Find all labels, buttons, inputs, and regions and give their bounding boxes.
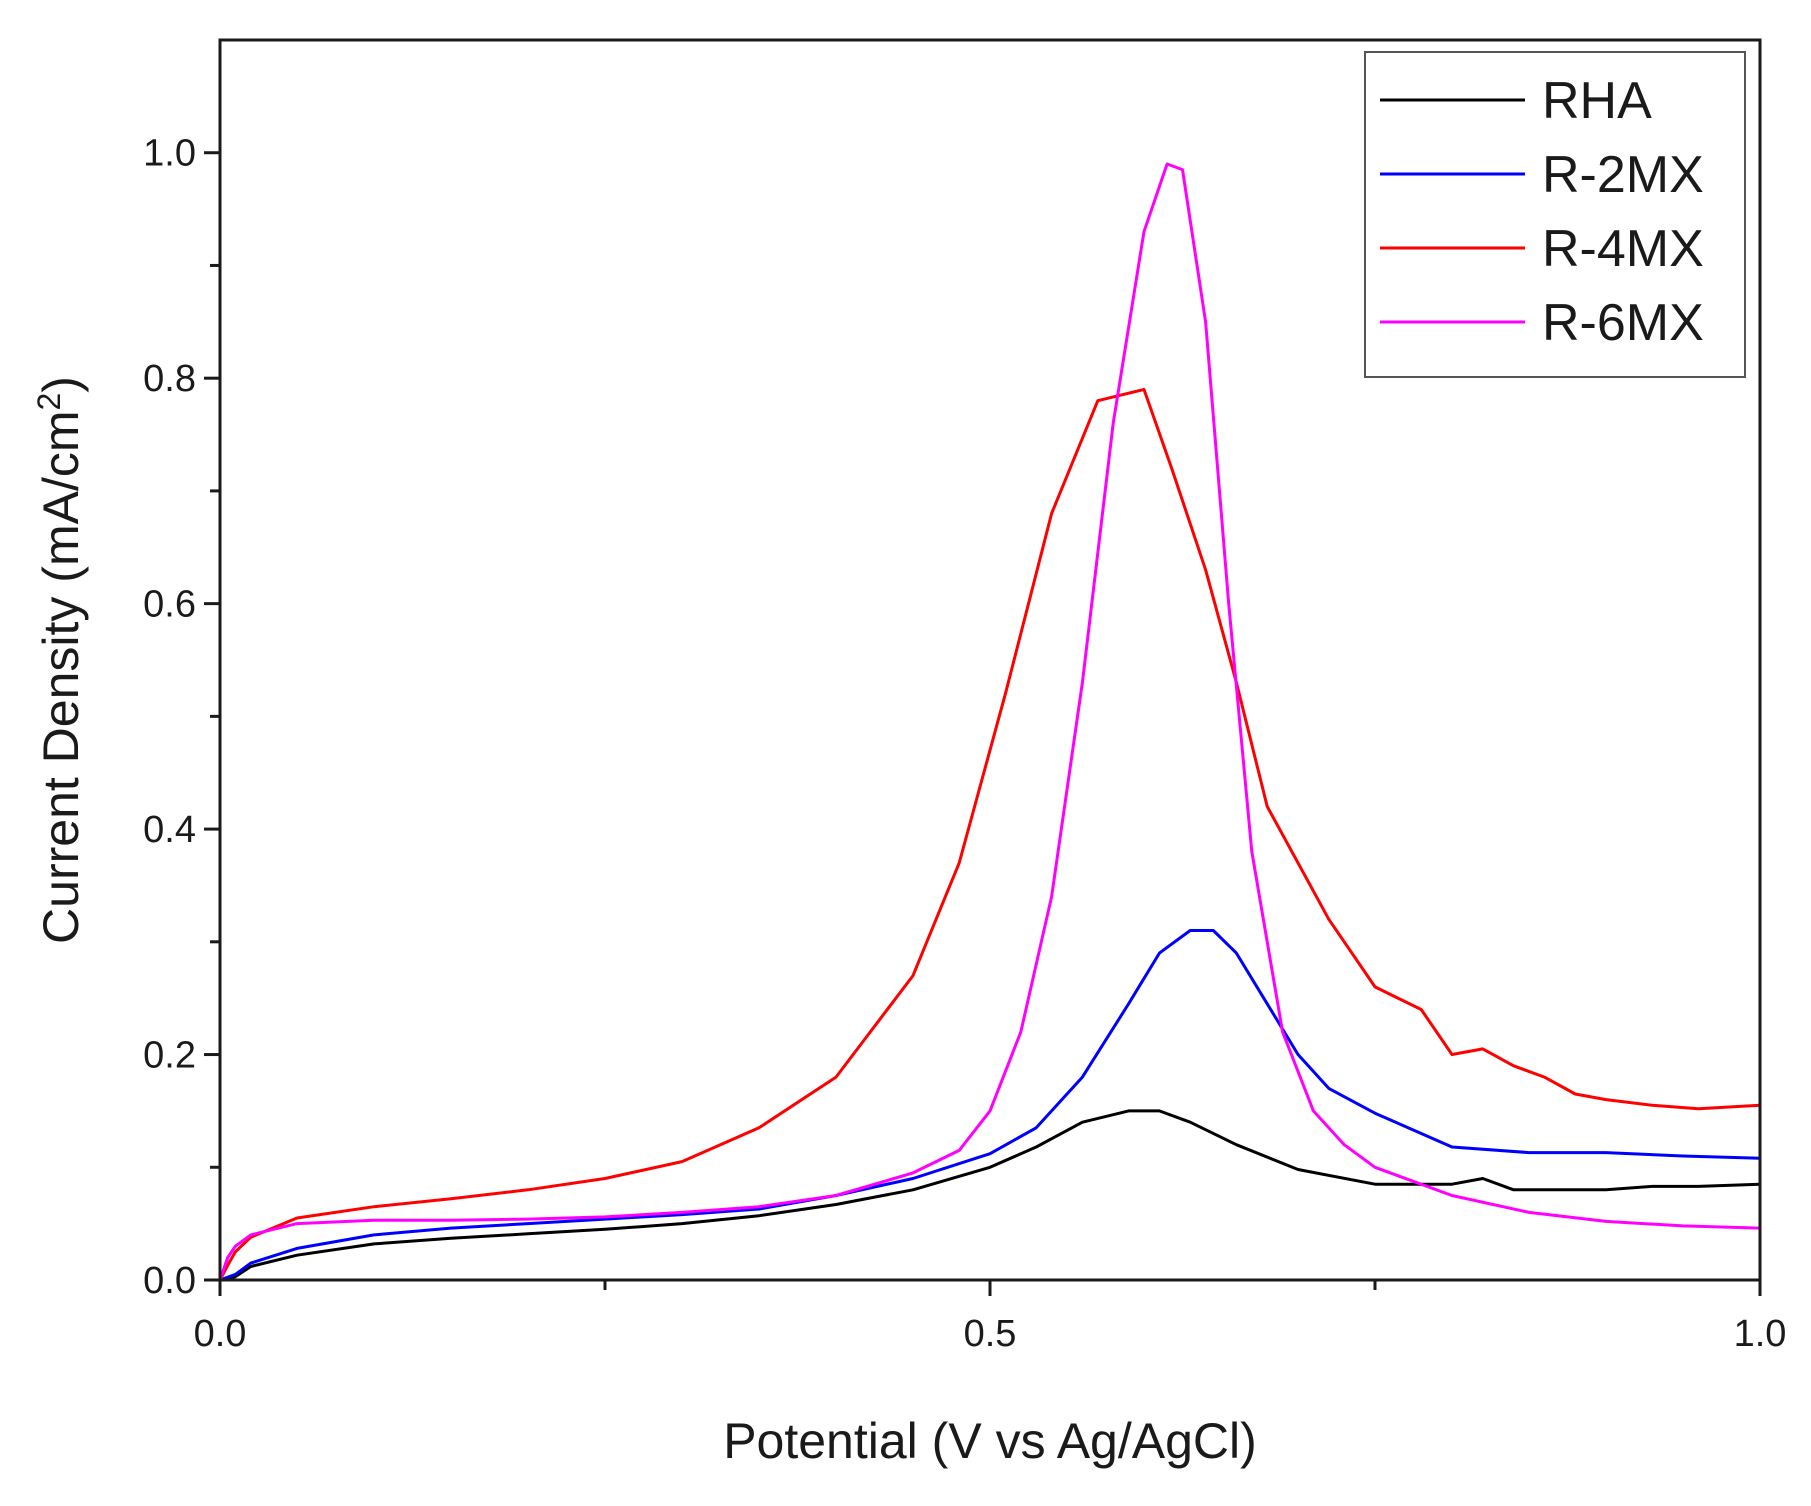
legend-items: RHA R-2MX R-4MX R-6MX	[1380, 72, 1704, 352]
y-axis-title-end: )	[33, 376, 89, 393]
series-line-r-4mx	[218, 388, 1762, 1282]
series-line-r-2mx	[218, 929, 1762, 1282]
legend-label-r-4mx: R-4MX	[1542, 220, 1704, 278]
x-tick-label: 0.0	[194, 1313, 247, 1355]
x-tick-label: 1.0	[1734, 1313, 1787, 1355]
y-axis-title-main: Current Density (mA/cm	[33, 411, 89, 944]
y-axis-title: Current Density (mA/cm2)	[31, 376, 89, 944]
y-axis-title-superscript: 2	[31, 393, 67, 411]
series-line-rha	[218, 1109, 1762, 1282]
series-layer	[218, 162, 1762, 1282]
series-line-r-6mx	[218, 162, 1762, 1282]
y-tick-label: 0.4	[143, 809, 196, 851]
legend-label-rha: RHA	[1542, 72, 1652, 130]
y-tick-label: 0.2	[143, 1035, 196, 1077]
y-tick-label: 0.0	[143, 1260, 196, 1302]
y-tick-label: 0.6	[143, 584, 196, 626]
ticks-layer: 0.0 0.5 1.0 0.0 0.2 0.4 0.6 0.8 1.0	[143, 133, 1786, 1355]
y-tick-label: 1.0	[143, 133, 196, 175]
x-tick-label: 0.5	[964, 1313, 1017, 1355]
x-axis-title: Potential (V vs Ag/AgCl)	[723, 1413, 1257, 1469]
legend-label-r-2mx: R-2MX	[1542, 146, 1704, 204]
legend: RHA R-2MX R-4MX R-6MX	[1364, 51, 1746, 378]
legend-label-r-6mx: R-6MX	[1542, 294, 1704, 352]
y-tick-label: 0.8	[143, 358, 196, 400]
